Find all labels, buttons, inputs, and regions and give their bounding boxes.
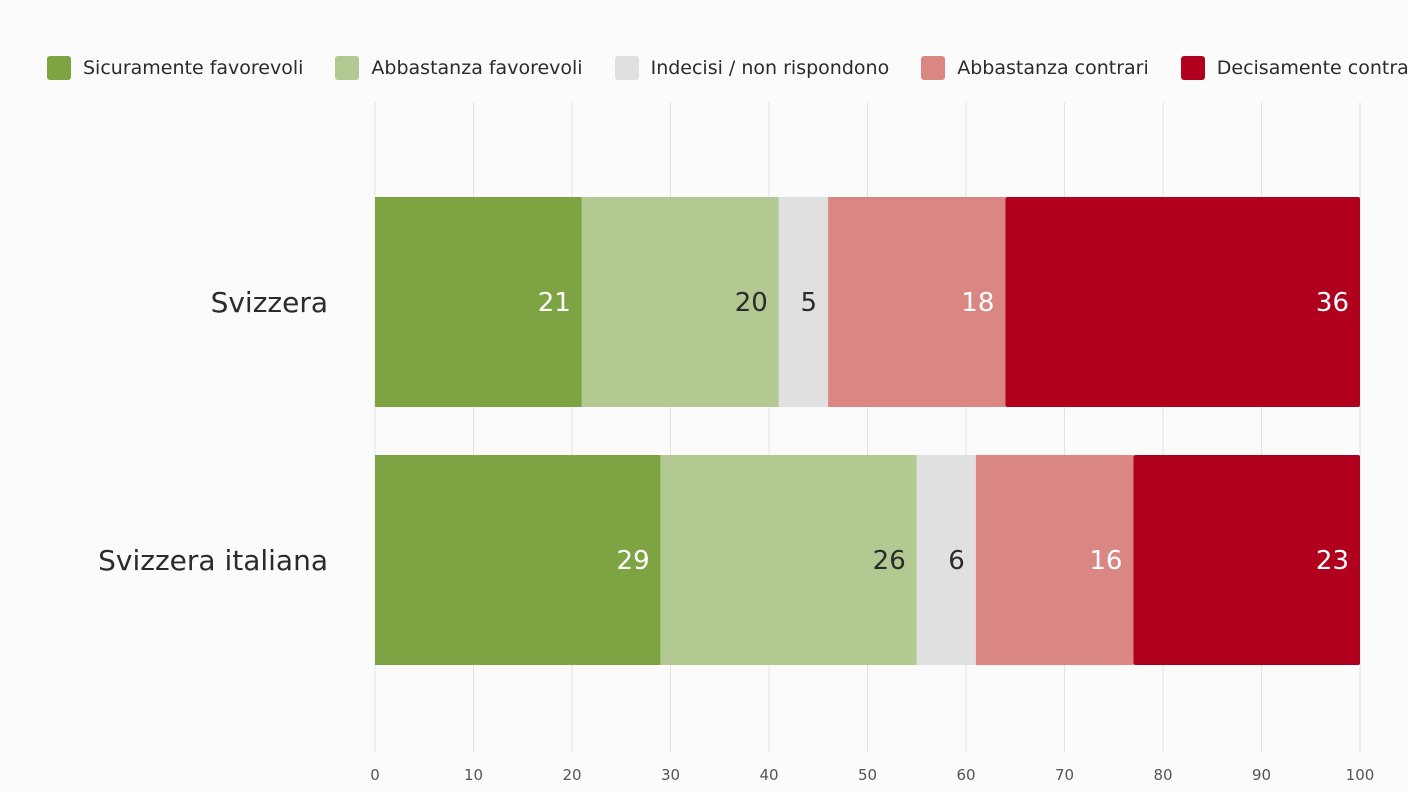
legend-swatch — [921, 56, 946, 80]
x-axis-ticks: 0 10 20 30 40 50 60 70 80 90 100 — [370, 766, 1374, 784]
legend-item-4: Decisamente contrari — [1180, 56, 1408, 80]
x-tick-label: 40 — [759, 766, 778, 784]
bar-group: Svizzera 21 20 5 18 36 — [211, 197, 1360, 407]
bar-segment — [660, 455, 917, 665]
legend-item-2: Indecisi / non rispondono — [614, 56, 890, 80]
data-label: 23 — [1316, 546, 1349, 576]
legend-swatch — [614, 56, 639, 80]
data-label: 16 — [1089, 546, 1122, 576]
data-label: 36 — [1316, 288, 1349, 318]
legend-swatch — [1180, 56, 1205, 80]
data-label: 21 — [538, 288, 571, 318]
category-label: Svizzera — [211, 286, 328, 319]
x-tick-label: 10 — [464, 766, 483, 784]
data-label: 18 — [961, 288, 994, 318]
bar-group: Svizzera italiana 29 26 6 16 23 — [98, 455, 1360, 665]
data-label: 5 — [801, 288, 818, 318]
legend-item-1: Abbastanza favorevoli — [335, 56, 583, 80]
bar-segment — [581, 197, 779, 407]
legend-label: Abbastanza favorevoli — [371, 57, 583, 79]
x-tick-label: 50 — [858, 766, 877, 784]
legend-label: Sicuramente favorevoli — [83, 57, 304, 79]
x-tick-label: 90 — [1252, 766, 1271, 784]
bar-segment — [1005, 197, 1360, 407]
bar-segment — [1133, 455, 1360, 665]
legend-label: Abbastanza contrari — [957, 57, 1149, 79]
bar-segment — [375, 197, 582, 407]
data-label: 29 — [617, 546, 650, 576]
legend-item-3: Abbastanza contrari — [921, 56, 1149, 80]
bar-segment — [375, 455, 661, 665]
legend-swatch — [335, 56, 360, 80]
x-tick-label: 60 — [956, 766, 975, 784]
legend-label: Decisamente contrari — [1216, 57, 1408, 79]
data-label: 6 — [948, 546, 965, 576]
legend: Sicuramente favorevoli Abbastanza favorev… — [47, 56, 1408, 80]
x-tick-label: 0 — [370, 766, 380, 784]
category-label: Svizzera italiana — [98, 544, 328, 577]
x-tick-label: 30 — [661, 766, 680, 784]
x-tick-label: 70 — [1055, 766, 1074, 784]
data-label: 26 — [873, 546, 906, 576]
x-tick-label: 100 — [1346, 766, 1375, 784]
x-tick-label: 20 — [562, 766, 581, 784]
x-tick-label: 80 — [1153, 766, 1172, 784]
data-label: 20 — [735, 288, 768, 318]
bar-segment — [975, 455, 1134, 665]
bar-segment — [778, 197, 829, 407]
bar-segment — [916, 455, 976, 665]
legend-swatch — [47, 56, 71, 80]
legend-label: Indecisi / non rispondono — [650, 57, 890, 79]
bar-segment — [828, 197, 1006, 407]
legend-item-0: Sicuramente favorevoli — [47, 56, 303, 80]
